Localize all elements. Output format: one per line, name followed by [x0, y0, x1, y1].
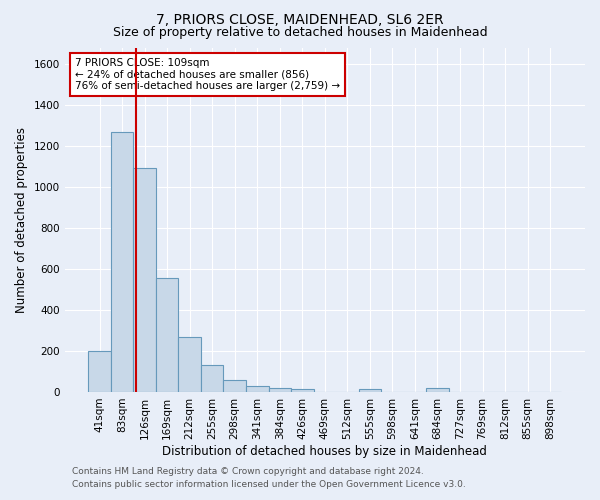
Bar	[88, 351, 111, 392]
Bar	[291, 389, 314, 392]
Bar	[111, 132, 133, 392]
Bar	[426, 388, 449, 392]
Bar	[223, 380, 246, 392]
Text: Contains HM Land Registry data © Crown copyright and database right 2024.
Contai: Contains HM Land Registry data © Crown c…	[72, 468, 466, 489]
Bar	[269, 388, 291, 392]
Bar	[246, 386, 269, 392]
Bar	[156, 278, 178, 392]
Text: Size of property relative to detached houses in Maidenhead: Size of property relative to detached ho…	[113, 26, 487, 39]
Bar	[359, 389, 381, 392]
X-axis label: Distribution of detached houses by size in Maidenhead: Distribution of detached houses by size …	[163, 444, 487, 458]
Bar	[201, 366, 223, 392]
Bar	[133, 168, 156, 392]
Text: 7, PRIORS CLOSE, MAIDENHEAD, SL6 2ER: 7, PRIORS CLOSE, MAIDENHEAD, SL6 2ER	[156, 12, 444, 26]
Y-axis label: Number of detached properties: Number of detached properties	[15, 126, 28, 312]
Bar	[178, 336, 201, 392]
Text: 7 PRIORS CLOSE: 109sqm
← 24% of detached houses are smaller (856)
76% of semi-de: 7 PRIORS CLOSE: 109sqm ← 24% of detached…	[75, 58, 340, 91]
